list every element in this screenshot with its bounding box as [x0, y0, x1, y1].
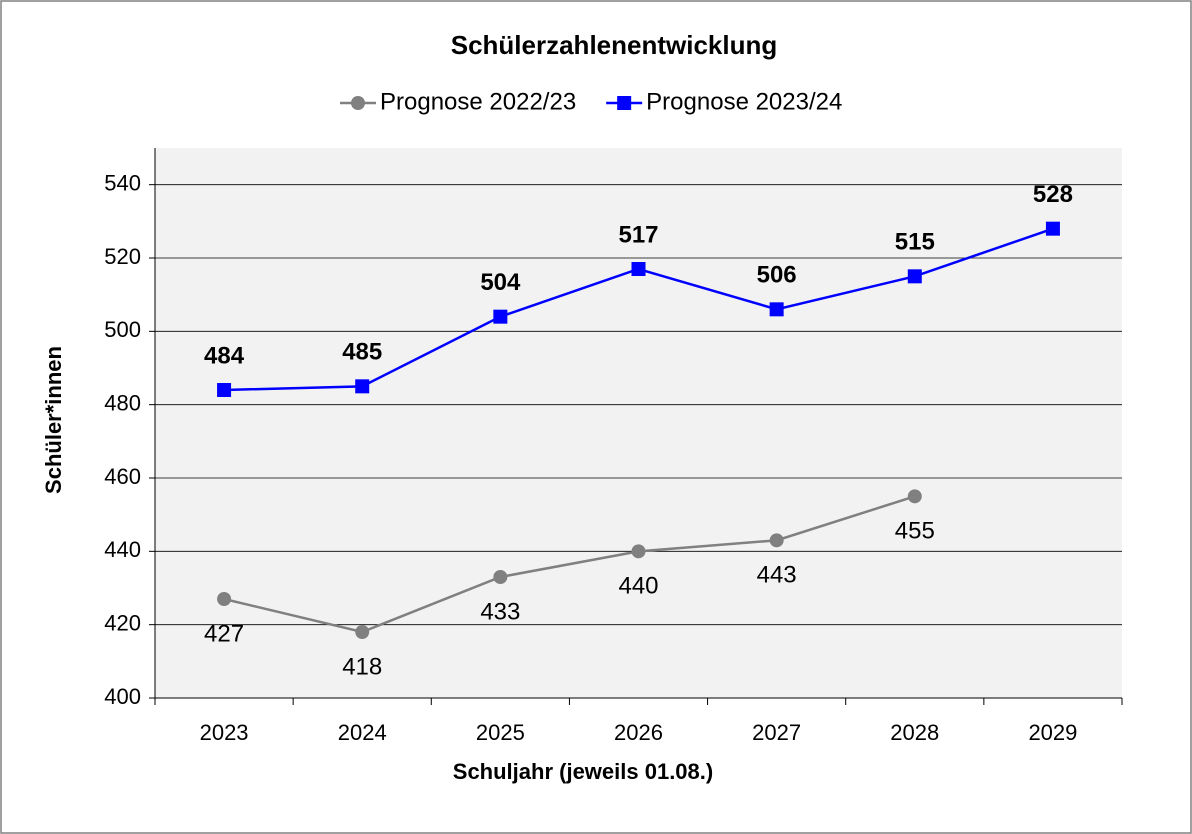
x-tick-label: 2023 — [200, 720, 249, 745]
data-label: 440 — [618, 573, 658, 600]
legend-marker — [351, 96, 365, 110]
y-tick-label: 420 — [104, 610, 141, 635]
series-line — [223, 495, 916, 634]
data-label: 418 — [342, 653, 382, 680]
y-tick-label: 520 — [104, 244, 141, 269]
data-label: 427 — [204, 620, 244, 647]
data-label: 517 — [618, 221, 658, 248]
data-point — [769, 533, 784, 548]
y-tick-label: 400 — [104, 684, 141, 709]
data-point — [217, 592, 232, 606]
data-label: 504 — [480, 269, 521, 296]
chart-title: Schülerzahlenentwicklung — [451, 30, 778, 60]
y-tick-label: 480 — [104, 390, 141, 415]
data-point — [907, 269, 922, 284]
x-tick-label: 2024 — [338, 720, 387, 745]
legend: Prognose 2022/23 Prognose 2023/24 — [340, 88, 842, 115]
y-tick-label: 500 — [104, 317, 141, 342]
legend-marker — [617, 96, 632, 110]
data-label: 455 — [895, 518, 935, 545]
data-point — [493, 309, 508, 324]
x-tick-label: 2026 — [614, 720, 663, 745]
y-axis-title: Schüler*innen — [41, 346, 66, 494]
data-point — [769, 302, 784, 317]
y-tick-label: 440 — [104, 537, 141, 562]
x-tick-label: 2027 — [752, 720, 801, 745]
data-label: 433 — [480, 598, 520, 625]
x-tick-label: 2025 — [476, 720, 525, 745]
data-point — [631, 544, 646, 559]
data-point — [631, 262, 646, 276]
x-tick-label: 2029 — [1028, 720, 1077, 745]
data-point — [355, 625, 370, 639]
data-label: 484 — [204, 342, 245, 369]
data-label: 485 — [342, 339, 382, 366]
legend-label: Prognose 2022/23 — [380, 88, 576, 115]
x-tick-label: 2028 — [890, 720, 939, 745]
data-point — [355, 379, 370, 394]
y-tick-label: 540 — [104, 170, 141, 195]
data-point — [1045, 221, 1060, 236]
data-point — [493, 570, 508, 584]
data-label: 515 — [895, 229, 935, 256]
legend-label: Prognose 2023/24 — [646, 88, 842, 115]
data-point — [907, 489, 922, 504]
x-axis-title: Schuljahr (jeweils 01.08.) — [453, 759, 713, 784]
plot-area — [155, 148, 1122, 698]
data-label: 443 — [757, 562, 797, 589]
data-label: 528 — [1033, 181, 1073, 208]
data-label: 506 — [757, 262, 797, 289]
data-point — [217, 383, 232, 397]
y-tick-label: 460 — [104, 464, 141, 489]
